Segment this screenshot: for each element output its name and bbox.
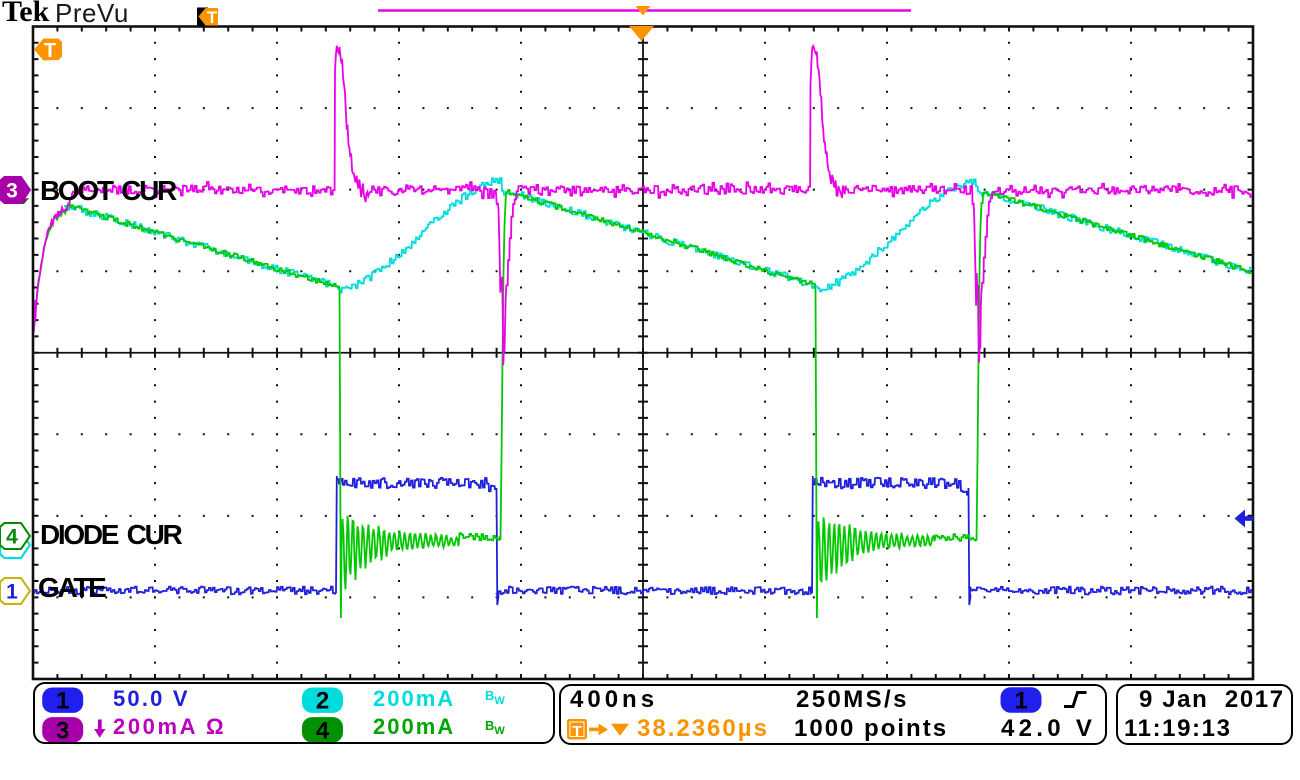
- svg-text:4: 4: [6, 526, 18, 549]
- svg-text:3: 3: [56, 717, 69, 744]
- svg-text:1: 1: [56, 688, 69, 715]
- svg-text:T: T: [207, 8, 218, 27]
- svg-text:2: 2: [316, 688, 329, 715]
- svg-text:1: 1: [6, 581, 18, 604]
- svg-text:3: 3: [6, 180, 18, 203]
- svg-text:4: 4: [316, 717, 330, 744]
- svg-text:1: 1: [1014, 688, 1027, 715]
- svg-text:T: T: [572, 724, 582, 741]
- svg-text:T: T: [44, 40, 56, 62]
